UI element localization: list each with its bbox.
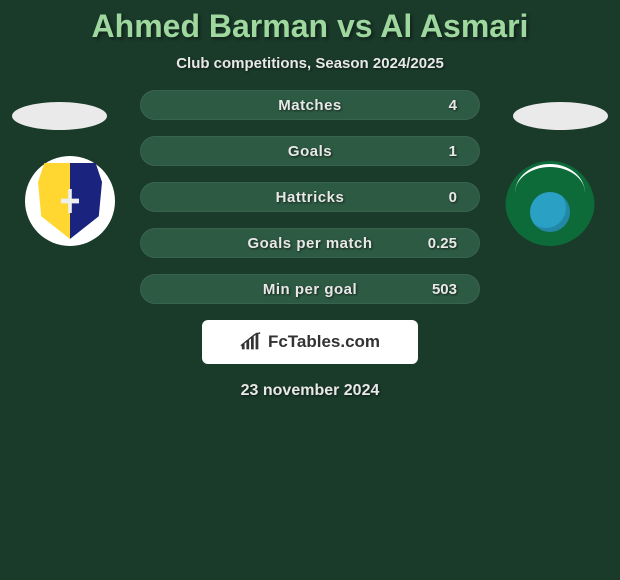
stat-right-value: 0	[417, 189, 457, 206]
bar-chart-icon	[240, 332, 262, 352]
stat-label: Matches	[203, 97, 417, 114]
stat-right-value: 1	[417, 143, 457, 160]
brand-text: FcTables.com	[268, 332, 380, 352]
stat-right-value: 4	[417, 97, 457, 114]
photo-placeholder-left	[12, 102, 107, 130]
stat-right-value: 503	[417, 281, 457, 298]
stat-label: Min per goal	[203, 281, 417, 298]
stat-row: Matches 4	[140, 90, 480, 120]
page-title: Ahmed Barman vs Al Asmari	[0, 0, 620, 45]
subtitle: Club competitions, Season 2024/2025	[0, 55, 620, 72]
globe-icon	[530, 192, 570, 232]
shield-icon	[38, 163, 102, 239]
stat-row: Goals 1	[140, 136, 480, 166]
shield-icon	[505, 156, 595, 246]
stat-row: Min per goal 503	[140, 274, 480, 304]
stat-right-value: 0.25	[417, 235, 457, 252]
stat-bars: Matches 4 Goals 1 Hattricks 0 Goals per …	[140, 90, 480, 304]
comparison-panel: Matches 4 Goals 1 Hattricks 0 Goals per …	[0, 90, 620, 400]
stat-row: Goals per match 0.25	[140, 228, 480, 258]
club-crest-right	[505, 156, 595, 246]
date-label: 23 november 2024	[0, 382, 620, 400]
stat-row: Hattricks 0	[140, 182, 480, 212]
stat-label: Goals per match	[203, 235, 417, 252]
brand-badge: FcTables.com	[202, 320, 418, 364]
stat-label: Hattricks	[203, 189, 417, 206]
club-crest-left	[25, 156, 115, 246]
photo-placeholder-right	[513, 102, 608, 130]
stat-label: Goals	[203, 143, 417, 160]
